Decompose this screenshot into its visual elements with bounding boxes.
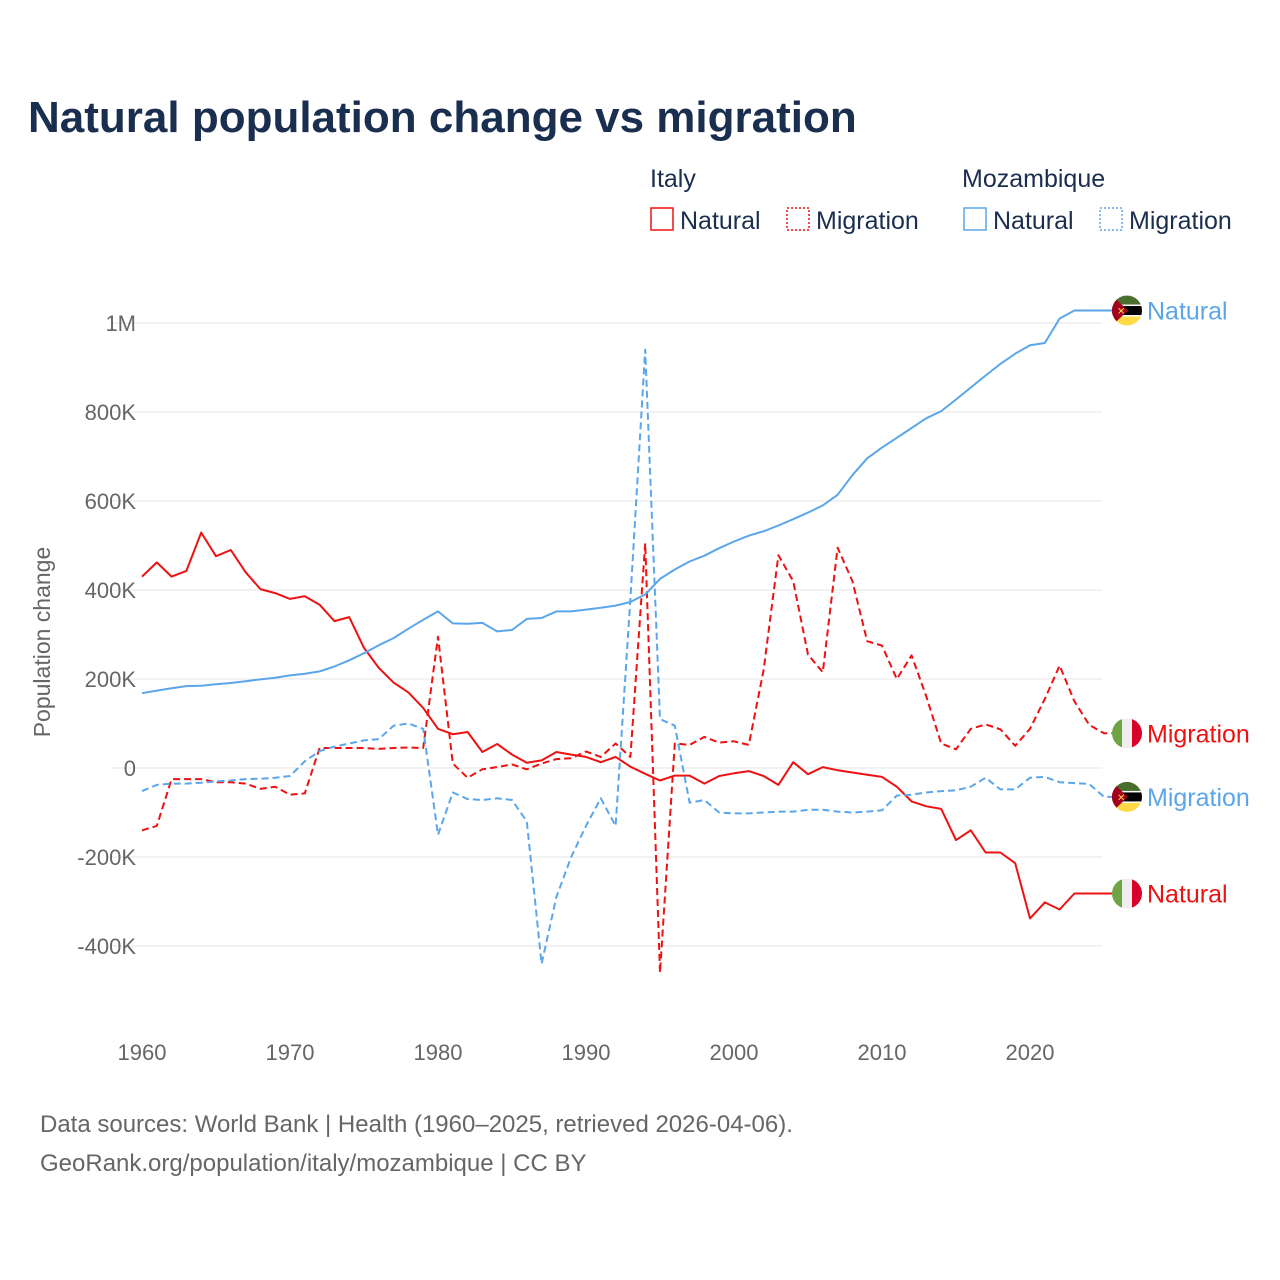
legend-italy-natural[interactable]: Natural [680, 207, 761, 235]
flag-mozambique-clip: ✕ [1112, 781, 1142, 812]
x-axis: 1960 1970 1980 1990 2000 2010 2020 [118, 1040, 1055, 1065]
flag-italy-icon [1112, 718, 1142, 749]
y-tick-label: 0 [124, 756, 136, 781]
chart-title: Natural population change vs migration [28, 93, 857, 142]
flag-stripe [1112, 802, 1142, 812]
flag-stripe [1112, 315, 1142, 317]
legend-italy-migration[interactable]: Migration [816, 207, 919, 235]
y-tick-label: 400K [85, 578, 137, 603]
flag-stripe [1112, 801, 1142, 803]
legend-italy-natural-swatch [650, 207, 674, 231]
flag-triangle [1112, 295, 1128, 326]
y-tick-label: 600K [85, 489, 137, 514]
y-tick-label: 1M [105, 311, 136, 336]
flag-stripe [1112, 790, 1142, 793]
legend-mozambique-heading: Mozambique [962, 165, 1105, 193]
legend-italy-heading: Italy [650, 165, 696, 193]
flag-mozambique-icon: ✕ [1112, 295, 1142, 326]
y-axis-label: Population change [29, 547, 55, 738]
flag-emblem: ✕ [1117, 793, 1125, 804]
flag-stripe [1122, 878, 1132, 909]
flag-stripe [1112, 781, 1142, 792]
end-label-italy-natural: Natural [1147, 880, 1228, 908]
legend-italy-migration-swatch [786, 207, 810, 231]
flag-stripe [1112, 878, 1122, 909]
end-label-mozambique-natural: Natural [1147, 298, 1228, 326]
flag-stripe [1112, 718, 1122, 749]
y-axis: -400K -200K 0 200K 400K 600K 800K 1M [77, 311, 136, 959]
y-tick-label: -400K [77, 934, 136, 959]
legend-mozambique-migration-swatch [1099, 207, 1123, 231]
x-tick-label: 1970 [266, 1040, 315, 1065]
end-label-italy-migration: Migration [1147, 720, 1250, 748]
legend-mozambique-migration[interactable]: Migration [1129, 207, 1232, 235]
gridlines [112, 322, 1102, 947]
y-tick-label: 200K [85, 667, 137, 692]
x-tick-label: 2000 [710, 1040, 759, 1065]
flag-italy-icon [1112, 878, 1142, 909]
legend-mozambique-natural[interactable]: Natural [993, 207, 1074, 235]
flag-stripe [1132, 878, 1142, 909]
x-tick-label: 1980 [414, 1040, 463, 1065]
series-mozambique-migration [141, 348, 1112, 965]
flag-mozambique-clip: ✕ [1112, 295, 1142, 326]
flag-italy-clip [1112, 878, 1142, 909]
flag-stripe [1112, 304, 1142, 307]
flag-triangle [1112, 781, 1128, 812]
series-lines [141, 309, 1112, 974]
y-tick-label: 800K [85, 400, 137, 425]
flag-stripe [1132, 718, 1142, 749]
x-tick-label: 1990 [562, 1040, 611, 1065]
end-labels: Natural Migration ✕ Natural ✕ Migration [1112, 295, 1250, 909]
flag-stripe [1122, 718, 1132, 749]
footer-link[interactable]: GeoRank.org/population/italy/mozambique … [40, 1150, 587, 1177]
flag-italy-clip [1112, 718, 1142, 749]
flag-stripe [1112, 316, 1142, 326]
flag-stripe [1112, 295, 1142, 306]
x-tick-label: 1960 [118, 1040, 167, 1065]
x-tick-label: 2020 [1006, 1040, 1055, 1065]
x-tick-label: 2010 [858, 1040, 907, 1065]
series-italy-migration [141, 542, 1112, 974]
legend-mozambique-natural-swatch [963, 207, 987, 231]
legend: Italy Natural Migration Mozambique Natur… [650, 165, 1232, 235]
y-tick-label: -200K [77, 845, 136, 870]
flag-emblem: ✕ [1117, 307, 1125, 318]
flag-mozambique-icon: ✕ [1112, 781, 1142, 812]
end-label-mozambique-migration: Migration [1147, 784, 1250, 812]
series-italy-natural [141, 531, 1112, 920]
footer-source: Data sources: World Bank | Health (1960–… [40, 1111, 793, 1138]
